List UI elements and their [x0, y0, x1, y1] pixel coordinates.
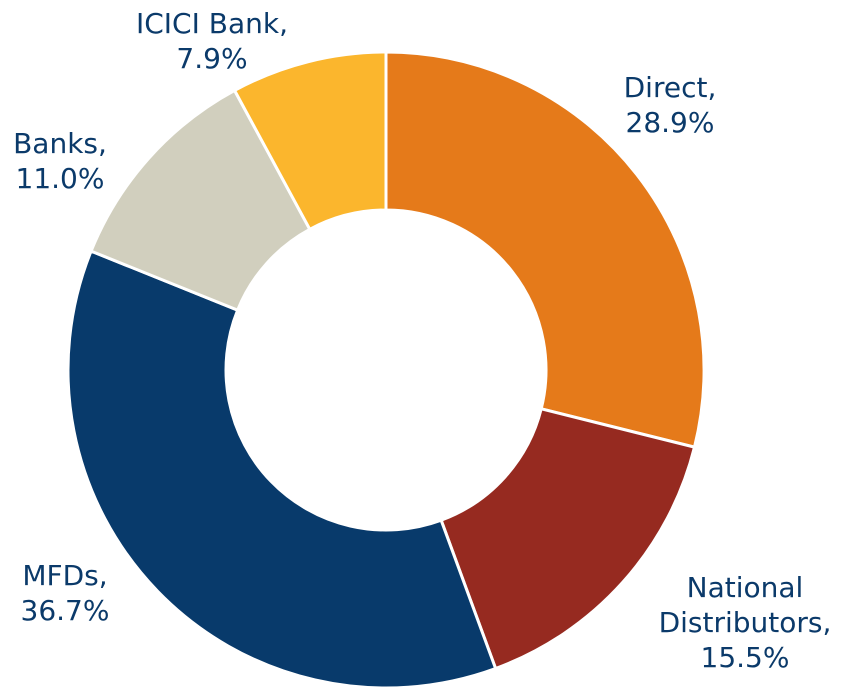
value-label: 15.5% — [700, 641, 790, 674]
slice-label: National Distributors, 15.5% — [635, 570, 853, 675]
category-label: MFDs, — [22, 559, 108, 592]
value-label: 28.9% — [625, 106, 715, 139]
slice — [439, 406, 697, 671]
slice-label: MFDs, 36.7% — [0, 558, 145, 628]
slice-label: Banks, 11.0% — [0, 126, 140, 196]
category-label: Banks, — [13, 127, 107, 160]
category-label: ICICI Bank, — [135, 7, 288, 40]
value-label: 11.0% — [15, 162, 105, 195]
slice — [384, 50, 706, 449]
category-label: Direct, — [623, 71, 717, 104]
slice — [232, 50, 388, 232]
slice-label: Direct, 28.9% — [570, 70, 770, 140]
value-label: 36.7% — [20, 594, 110, 627]
category-label: National Distributors, — [658, 571, 832, 639]
slice — [66, 249, 498, 690]
slice-label: ICICI Bank, 7.9% — [102, 6, 322, 76]
value-label: 7.9% — [176, 42, 248, 75]
